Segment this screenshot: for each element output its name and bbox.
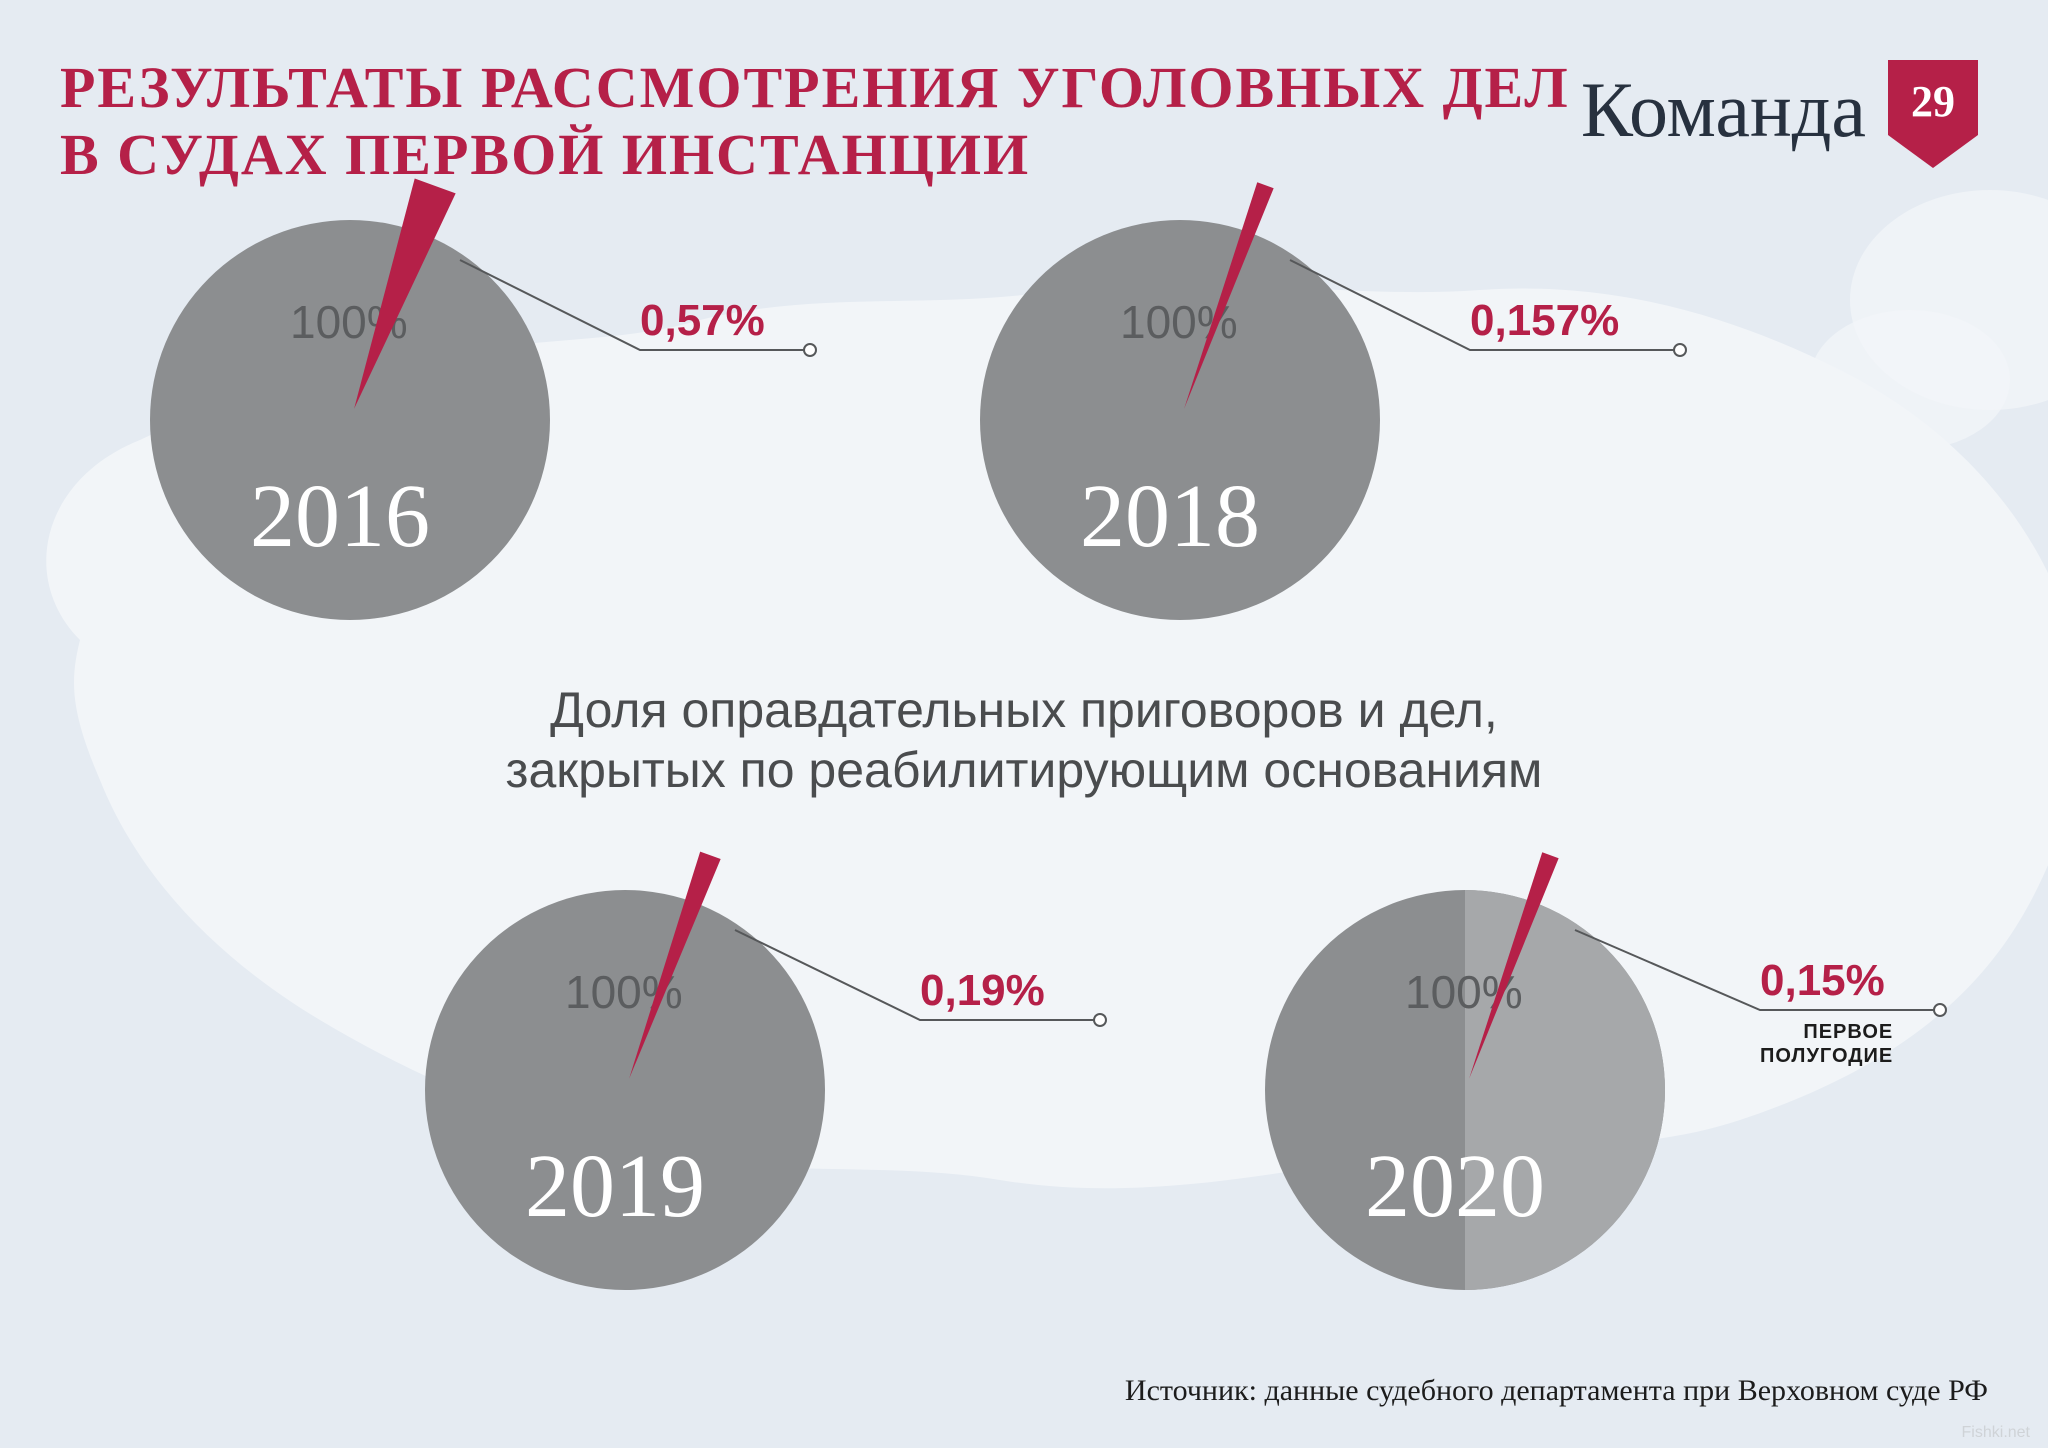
main-title: РЕЗУЛЬТАТЫ РАССМОТРЕНИЯ УГОЛОВНЫХ ДЕЛ В … [60,55,1570,188]
pie-2019-label-100: 100% [565,965,683,1019]
infographic-canvas: РЕЗУЛЬТАТЫ РАССМОТРЕНИЯ УГОЛОВНЫХ ДЕЛ В … [0,0,2048,1448]
pie-2020-year: 2020 [1365,1135,1545,1238]
source-attribution: Источник: данные судебного департамента … [1125,1374,1988,1408]
pie-2020-callout-sub: ПЕРВОЕПОЛУГОДИЕ [1760,1020,1893,1068]
pie-2018-callout: 0,157% [1470,296,1619,346]
pie-2018-year: 2018 [1080,465,1260,568]
watermark: Fishki.net [1962,1424,2030,1442]
brand-logo: Команда 29 [1581,50,1988,170]
subtitle-line1: Доля оправдательных приговоров и дел, [0,680,2048,740]
subtitle-line2: закрытых по реабилитирующим основаниям [0,740,2048,800]
pie-2016-label-100: 100% [290,295,408,349]
pie-2020-label-100: 100% [1405,965,1523,1019]
pie-2019-callout: 0,19% [920,966,1045,1016]
brand-logo-badge: 29 [1878,50,1988,170]
subtitle: Доля оправдательных приговоров и дел, за… [0,680,2048,800]
main-title-line1: РЕЗУЛЬТАТЫ РАССМОТРЕНИЯ УГОЛОВНЫХ ДЕЛ [60,55,1570,122]
brand-logo-number: 29 [1911,77,1955,126]
pie-2016-callout: 0,57% [640,296,765,346]
pie-2019-year: 2019 [525,1135,705,1238]
pie-2020-callout: 0,15% [1760,956,1885,1006]
pie-2016-year: 2016 [250,465,430,568]
main-title-line2: В СУДАХ ПЕРВОЙ ИНСТАНЦИИ [60,122,1570,189]
pie-2018-label-100: 100% [1120,295,1238,349]
brand-logo-text: Команда [1581,65,1866,155]
